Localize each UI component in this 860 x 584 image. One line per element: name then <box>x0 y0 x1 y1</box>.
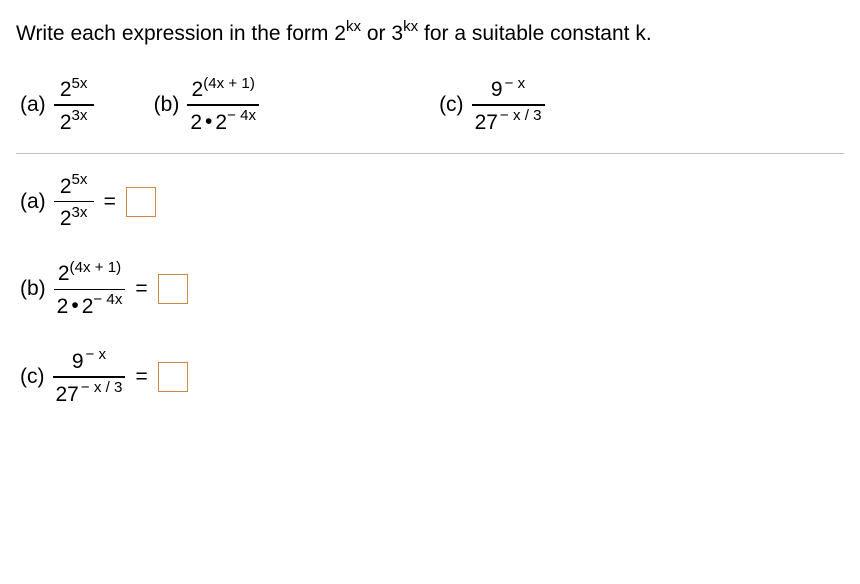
num-base-b: 2 <box>192 78 204 101</box>
num-base-a: 2 <box>60 78 72 101</box>
denominator-c: 27− x / 3 <box>472 108 545 135</box>
ans-label-a: (a) <box>20 190 46 214</box>
problems-row: (a) 25x 23x (b) 2(4x + 1) 2•2− 4x <box>16 75 844 135</box>
ans-den-dot-b: • <box>68 294 81 317</box>
instr-exp2: kx <box>403 18 418 35</box>
numerator-c: 9− x <box>488 75 528 102</box>
fraction-c: 9− x 27− x / 3 <box>472 75 545 135</box>
separator-line <box>16 153 844 154</box>
den-exp-a: 3x <box>72 107 88 124</box>
problem-c: (c) 9− x 27− x / 3 <box>439 75 544 135</box>
label-c: (c) <box>439 93 464 117</box>
ans-bar-b <box>54 289 126 290</box>
equals-b: = <box>135 277 147 301</box>
answer-input-b[interactable] <box>158 274 188 304</box>
answer-row-a: (a) 25x 23x = <box>20 172 844 232</box>
ans-label-b: (b) <box>20 277 46 301</box>
ans-num-base-b: 2 <box>58 262 70 285</box>
ans-den-left-b: 2 <box>57 295 69 318</box>
ans-den-exp-c: − x / 3 <box>81 379 123 396</box>
fraction-bar-b <box>187 104 259 105</box>
instruction-text: Write each expression in the form 2kx or… <box>16 18 844 47</box>
instr-pre: Write each expression in the form 2 <box>16 22 346 45</box>
ans-den-exp-a: 3x <box>72 204 88 221</box>
fraction-bar-a <box>54 104 94 105</box>
ans-den-base-c: 27 <box>56 383 79 406</box>
ans-den-b: 2•2− 4x <box>54 292 126 319</box>
problem-a: (a) 25x 23x <box>20 75 94 135</box>
label-b: (b) <box>154 93 180 117</box>
fraction-a: 25x 23x <box>54 75 94 135</box>
answer-row-c: (c) 9− x 27− x / 3 = <box>20 347 844 407</box>
answer-input-c[interactable] <box>158 362 188 392</box>
fraction-b: 2(4x + 1) 2•2− 4x <box>187 75 259 135</box>
denominator-b: 2•2− 4x <box>187 108 259 135</box>
numerator-b: 2(4x + 1) <box>189 75 258 102</box>
fraction-bar-c <box>472 104 545 105</box>
instr-post: for a suitable constant k. <box>418 22 651 45</box>
ans-bar-a <box>54 201 94 202</box>
num-exp-b: (4x + 1) <box>203 75 255 92</box>
ans-num-exp-c: − x <box>86 346 107 363</box>
answers-block: (a) 25x 23x = (b) 2(4x + 1) <box>16 172 844 407</box>
label-a: (a) <box>20 93 46 117</box>
ans-den-base-b: 2 <box>82 295 94 318</box>
ans-num-a: 25x <box>57 172 91 199</box>
den-exp-b: − 4x <box>227 107 256 124</box>
ans-fraction-a: 25x 23x <box>54 172 94 232</box>
equals-c: = <box>135 365 147 389</box>
ans-num-exp-a: 5x <box>72 171 88 188</box>
equals-a: = <box>104 190 116 214</box>
problem-b: (b) 2(4x + 1) 2•2− 4x <box>154 75 259 135</box>
ans-den-a: 23x <box>57 204 91 231</box>
ans-fraction-c: 9− x 27− x / 3 <box>53 347 126 407</box>
den-exp-c: − x / 3 <box>500 107 542 124</box>
answer-row-b: (b) 2(4x + 1) 2•2− 4x = <box>20 259 844 319</box>
ans-num-exp-b: (4x + 1) <box>70 259 122 276</box>
ans-fraction-b: 2(4x + 1) 2•2− 4x <box>54 259 126 319</box>
ans-num-base-a: 2 <box>60 175 72 198</box>
ans-num-base-c: 9 <box>72 350 84 373</box>
ans-num-b: 2(4x + 1) <box>55 259 124 286</box>
ans-label-c: (c) <box>20 365 45 389</box>
ans-den-exp-b: − 4x <box>93 291 122 308</box>
den-left-b: 2 <box>190 111 202 134</box>
ans-bar-c <box>53 376 126 377</box>
ans-den-base-a: 2 <box>60 207 72 230</box>
instr-exp1: kx <box>346 18 361 35</box>
instr-mid: or 3 <box>361 22 403 45</box>
ans-num-c: 9− x <box>69 347 109 374</box>
num-base-c: 9 <box>491 78 503 101</box>
den-base-b: 2 <box>215 111 227 134</box>
answer-input-a[interactable] <box>126 187 156 217</box>
den-base-a: 2 <box>60 111 72 134</box>
denominator-a: 23x <box>57 108 91 135</box>
den-dot-b: • <box>202 110 215 133</box>
num-exp-c: − x <box>505 75 526 92</box>
ans-den-c: 27− x / 3 <box>53 380 126 407</box>
num-exp-a: 5x <box>72 75 88 92</box>
numerator-a: 25x <box>57 75 91 102</box>
den-base-c: 27 <box>475 111 498 134</box>
